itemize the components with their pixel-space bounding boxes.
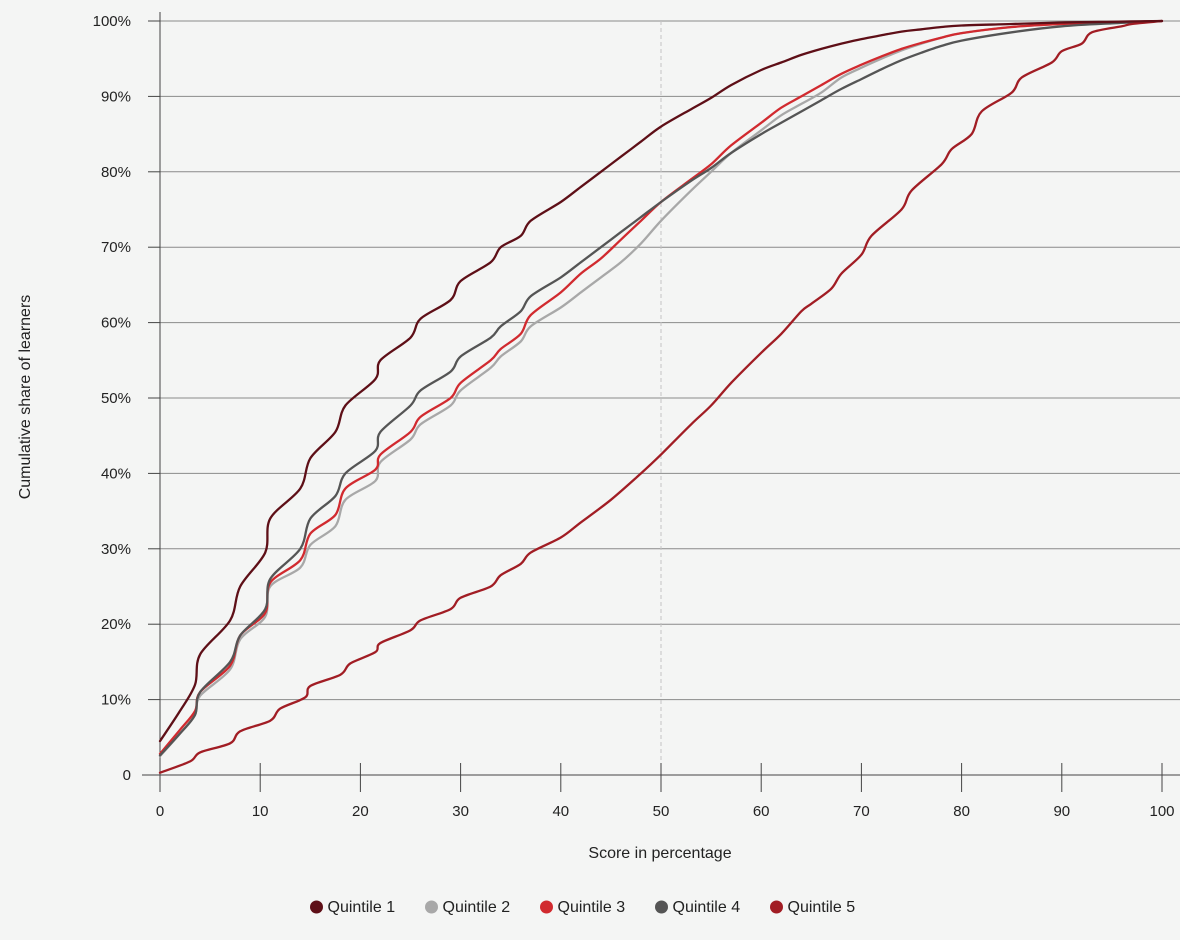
x-tick-label: 70 [853, 803, 870, 820]
x-tick-label: 30 [452, 803, 469, 820]
legend-marker-quintile-4 [655, 900, 668, 914]
y-tick-label: 100% [93, 13, 131, 30]
legend-label-quintile-2: Quintile 2 [443, 899, 511, 916]
x-tick-label: 40 [552, 803, 569, 820]
y-tick-label: 90% [101, 88, 131, 105]
y-tick-label: 0 [123, 767, 131, 784]
gridlines [160, 20, 1180, 775]
legend-marker-quintile-3 [540, 900, 553, 914]
y-tick-label: 70% [101, 239, 131, 256]
x-tick-label: 20 [352, 803, 369, 820]
x-tick-label: 0 [156, 803, 164, 820]
legend-label-quintile-5: Quintile 5 [788, 899, 856, 916]
x-tick-label: 100 [1149, 803, 1174, 820]
legend-label-quintile-1: Quintile 1 [328, 899, 396, 916]
y-tick-label: 30% [101, 541, 131, 558]
y-tick-label: 10% [101, 692, 131, 709]
x-tick-label: 10 [252, 803, 269, 820]
y-tick-label: 60% [101, 315, 131, 332]
x-tick-label: 50 [653, 803, 670, 820]
legend: Quintile 1 Quintile 2 Quintile 3 Quintile 4… [310, 899, 855, 916]
series-line-quintile-1 [158, 19, 1164, 743]
x-tick-label: 60 [753, 803, 770, 820]
legend-marker-quintile-5 [770, 900, 783, 914]
legend-label-quintile-4: Quintile 4 [673, 899, 741, 916]
y-axis-title: Cumulative share of learners [17, 295, 34, 500]
x-axis-title: Score in percentage [588, 845, 731, 862]
y-tick-label: 40% [101, 465, 131, 482]
series-line-quintile-2 [158, 19, 1164, 758]
y-tick-label: 20% [101, 616, 131, 633]
series-lines [158, 19, 1164, 774]
x-tick-label: 90 [1053, 803, 1070, 820]
series-line-quintile-4 [158, 19, 1164, 757]
y-tick-label: 50% [101, 390, 131, 407]
legend-marker-quintile-2 [425, 900, 438, 914]
axes: 0 10% 20% 30% 40% 50% 60% 70% 80% 90% 100% 0 10 20 30 4… [93, 12, 1180, 820]
x-tick-label: 80 [953, 803, 970, 820]
series-line-quintile-5 [158, 19, 1164, 774]
series-line-quintile-3 [158, 19, 1164, 756]
legend-marker-quintile-1 [310, 900, 323, 914]
legend-label-quintile-3: Quintile 3 [558, 899, 626, 916]
y-tick-label: 80% [101, 164, 131, 181]
